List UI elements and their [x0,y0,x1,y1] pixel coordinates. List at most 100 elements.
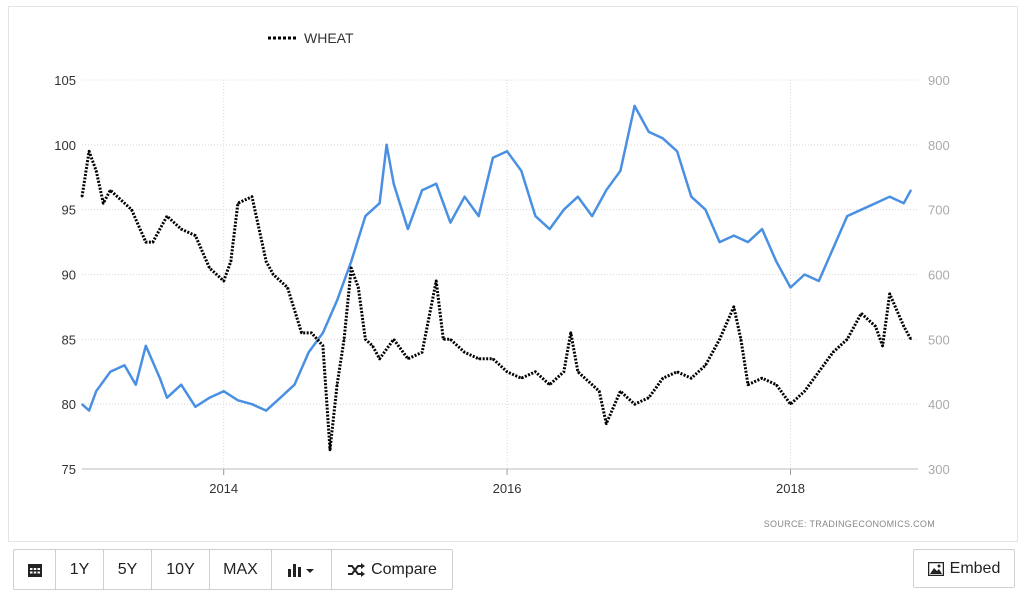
data-point [888,293,891,295]
data-point [378,202,381,204]
data-point [194,406,197,408]
x-tick-label: 2014 [209,481,238,496]
data-point [733,306,735,308]
right-tick-label: 400 [928,397,950,412]
data-point [208,396,211,399]
data-point [329,448,331,451]
chart-legend[interactable]: WHEAT [268,30,354,46]
data-point [591,215,593,217]
range-5y-button[interactable]: 5Y [104,550,152,589]
data-point [506,150,508,153]
data-point [135,383,137,386]
data-point [237,202,239,204]
chevron-down-icon [305,568,314,573]
data-point [761,228,763,230]
right-tick-label: 600 [928,268,950,283]
data-point [676,371,678,373]
right-axis: 900 800 700 600 500 400 300 [928,73,950,477]
data-point [251,403,253,406]
data-point [718,241,721,243]
embed-label: Embed [949,559,1001,577]
data-point [477,358,480,360]
data-point [747,383,749,386]
data-point [563,371,565,373]
data-point [740,338,742,341]
compare-button[interactable]: Compare [332,550,452,589]
data-point [477,215,480,217]
data-point [534,371,537,373]
data-point [123,364,126,367]
data-point [208,267,211,269]
data-point [803,390,806,393]
data-point [520,377,523,380]
data-point [166,215,168,217]
data-point [775,260,778,263]
data-point [392,338,395,341]
data-point [371,345,374,347]
chart-grid [82,79,918,475]
data-point [747,241,749,243]
data-point [598,390,600,393]
data-point [152,241,154,243]
series-line-0 [81,104,912,412]
calendar-button[interactable] [14,550,56,589]
data-point [662,137,664,140]
data-point [364,215,367,217]
data-point [307,351,310,354]
right-tick-label: 800 [928,138,950,153]
data-point [222,280,225,282]
data-point [888,195,891,198]
range-max-button[interactable]: MAX [210,550,272,589]
data-point [293,383,296,386]
data-point [733,234,735,237]
range-10y-button[interactable]: 10Y [152,550,210,589]
data-point [846,215,848,217]
data-point [350,267,353,269]
left-tick-label: 95 [62,203,76,218]
data-point [222,390,225,393]
left-tick-label: 80 [62,397,76,412]
x-tick-label: 2018 [776,481,805,496]
data-point [903,202,905,204]
data-point [492,358,494,360]
range-1y-button[interactable]: 1Y [56,550,104,589]
compare-label: Compare [371,560,437,578]
series-lines [80,104,913,452]
data-point [279,396,282,399]
data-point [286,286,289,289]
left-tick-label: 85 [62,332,76,347]
data-point [145,241,147,243]
chart-type-button[interactable] [272,550,332,589]
data-point [704,208,707,211]
data-point [463,195,466,198]
data-point [180,228,182,230]
data-point [548,228,551,230]
data-point [435,280,438,282]
left-tick-label: 90 [62,268,76,283]
data-point [421,351,423,354]
data-point [88,150,90,153]
left-tick-label: 100 [54,138,76,153]
data-point [237,399,239,402]
x-axis: 2014 2016 2018 [209,481,805,496]
data-point [761,377,763,380]
data-point [633,403,636,406]
data-point [704,364,707,367]
data-point [570,332,572,334]
data-point [123,202,126,204]
data-point [230,260,232,263]
embed-button[interactable]: Embed [913,549,1015,588]
data-point [130,208,133,211]
data-point [343,338,345,341]
right-tick-label: 700 [928,203,950,218]
image-icon [927,561,944,576]
data-point [102,202,105,204]
data-point [789,403,792,406]
shuffle-icon [348,562,366,577]
data-point [633,105,636,107]
data-point [421,189,423,191]
data-point [648,396,650,399]
data-point [357,286,360,289]
left-tick-label: 75 [62,462,76,477]
legend-label-wheat: WHEAT [304,30,354,46]
